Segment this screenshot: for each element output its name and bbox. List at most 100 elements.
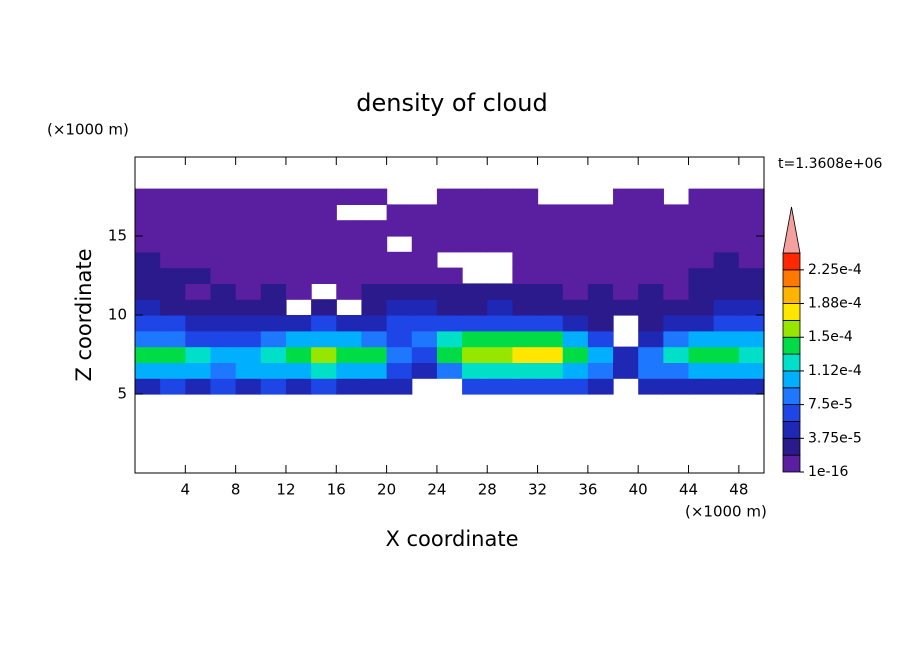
contour-cell: [336, 330, 363, 348]
contour-cell: [487, 283, 513, 300]
contour-cell: [210, 204, 237, 221]
contour-cell: [487, 378, 513, 395]
contour-cell: [638, 378, 664, 395]
contour-cell: [562, 330, 589, 348]
contour-cell: [311, 220, 337, 237]
contour-cell: [537, 267, 564, 284]
contour-cell: [512, 362, 539, 379]
contour-cell: [562, 315, 589, 332]
contour-cell: [336, 315, 363, 332]
contour-cell: [537, 315, 564, 332]
contour-cell: [587, 315, 614, 332]
contour-cell: [613, 283, 639, 300]
contour-cell: [512, 204, 539, 221]
contour-cell: [487, 330, 513, 348]
contour-cell: [462, 283, 488, 300]
contour-cell: [562, 251, 589, 269]
contour-cell: [738, 267, 765, 284]
contour-cell: [462, 236, 488, 253]
contour-cell: [663, 362, 690, 379]
contour-cell: [135, 362, 161, 379]
contour-cell: [487, 346, 513, 363]
contour-cell: [587, 330, 614, 348]
contour-cell: [587, 283, 614, 300]
contour-cell: [185, 346, 212, 363]
contour-cell: [210, 236, 237, 253]
contour-cell: [185, 299, 212, 316]
contour-cell: [386, 251, 413, 269]
contour-cell: [462, 346, 488, 363]
contour-cell: [411, 346, 438, 363]
contour-cell: [386, 362, 413, 379]
contour-cell: [160, 362, 186, 379]
contour-cell: [587, 204, 614, 221]
contour-cell: [135, 283, 161, 300]
contour-cell: [285, 267, 312, 284]
contour-cell: [512, 188, 539, 205]
contour-cell: [512, 330, 539, 348]
contour-cell: [160, 330, 186, 348]
contour-cell: [688, 188, 715, 205]
contour-cell: [210, 315, 237, 332]
contour-cell: [235, 378, 262, 395]
contour-cell: [512, 378, 539, 395]
contour-cell: [436, 283, 463, 300]
contour-cell: [260, 267, 287, 284]
contour-cell: [587, 299, 614, 316]
colorbar-band: [782, 437, 801, 456]
contour-cell: [487, 362, 513, 379]
contour-cell: [512, 251, 539, 269]
colorbar-tick-label: 1.5e-4: [808, 329, 853, 345]
time-annotation: t=1.3608e+06: [778, 156, 882, 172]
contour-cell: [260, 251, 287, 269]
contour-cell: [613, 267, 639, 284]
contour-cell: [135, 315, 161, 332]
contour-cell: [210, 378, 237, 395]
contour-cell: [587, 362, 614, 379]
contour-cell: [160, 204, 186, 221]
contour-cell: [562, 378, 589, 395]
contour-cell: [738, 236, 765, 253]
contour-cell: [462, 220, 488, 237]
contour-cell: [512, 283, 539, 300]
contour-cell: [663, 378, 690, 395]
contour-cell: [512, 346, 539, 363]
contour-cell: [311, 330, 337, 348]
contour-cell: [386, 330, 413, 348]
contour-cell: [462, 378, 488, 395]
contour-cell: [713, 251, 740, 269]
contour-cell: [135, 204, 161, 221]
contour-cell: [285, 378, 312, 395]
colorbar-band: [782, 336, 801, 355]
x-tick-label: 28: [478, 481, 497, 499]
contour-cell: [185, 188, 212, 205]
contour-cell: [638, 330, 664, 348]
contour-cell: [336, 346, 363, 363]
x-tick-label: 20: [377, 481, 396, 499]
contour-cell: [160, 236, 186, 253]
contour-cell: [638, 315, 664, 332]
contour-cell: [688, 251, 715, 269]
contour-cell: [562, 299, 589, 316]
contour-cell: [436, 346, 463, 363]
contour-cell: [336, 378, 363, 395]
contour-cell: [688, 236, 715, 253]
contour-cell: [713, 236, 740, 253]
contour-cell: [386, 315, 413, 332]
contour-cell: [562, 362, 589, 379]
contour-cell: [663, 283, 690, 300]
contour-cell: [613, 220, 639, 237]
contour-cell: [235, 251, 262, 269]
contour-cell: [386, 299, 413, 316]
contour-cell: [638, 220, 664, 237]
contour-cell: [411, 204, 438, 221]
contour-cell: [738, 315, 765, 332]
contour-cell: [160, 378, 186, 395]
contour-cell: [411, 220, 438, 237]
contour-cell: [462, 204, 488, 221]
contour-cell: [235, 299, 262, 316]
contour-cell: [638, 346, 664, 363]
contour-cell: [436, 236, 463, 253]
contour-cell: [185, 330, 212, 348]
